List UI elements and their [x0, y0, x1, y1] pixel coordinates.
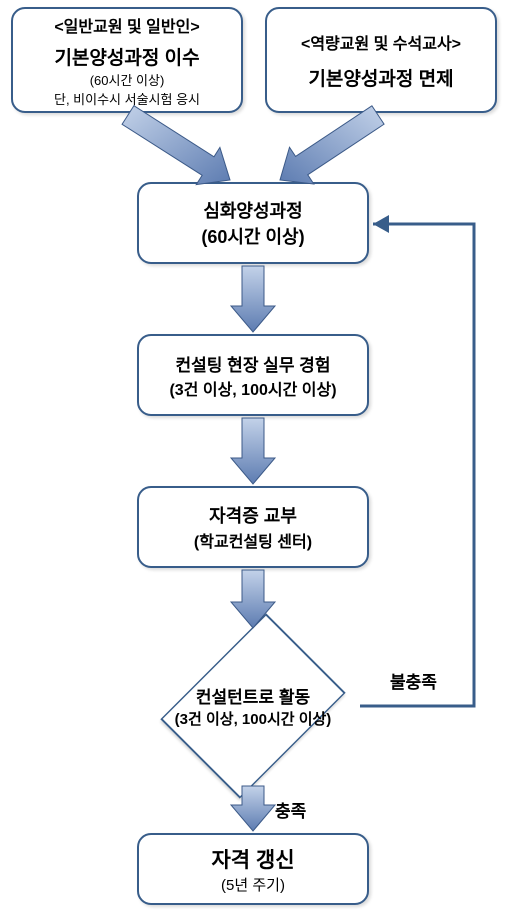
- arrows-layer: [0, 0, 508, 911]
